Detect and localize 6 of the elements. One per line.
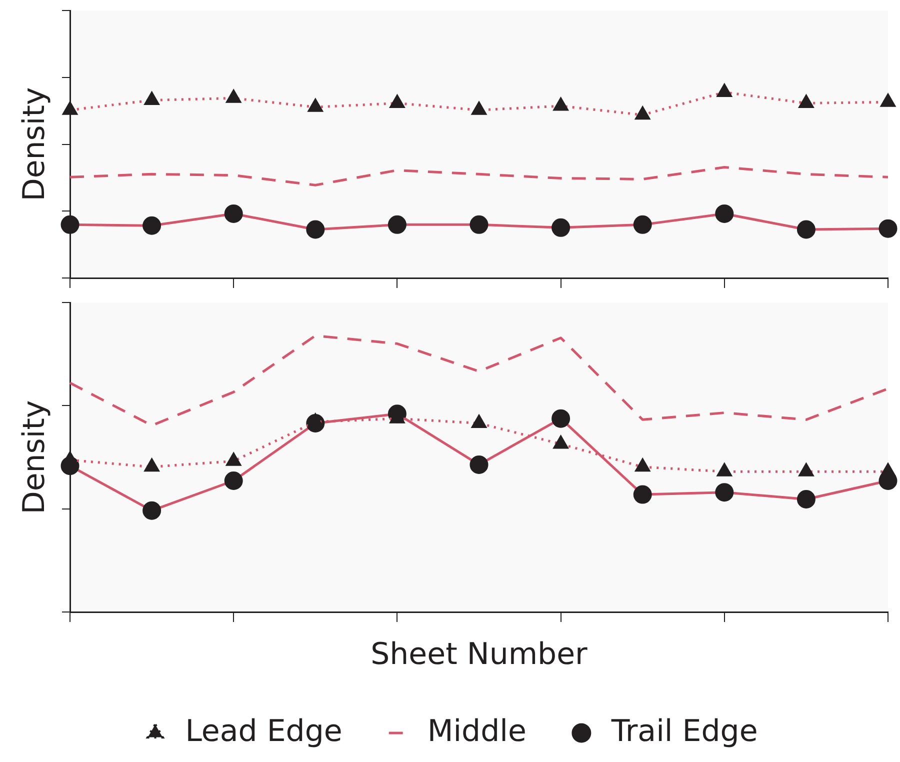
y-axis-title: Density bbox=[16, 87, 52, 202]
legend-label: Trail Edge bbox=[610, 714, 758, 749]
x-axis-title: Sheet Number bbox=[370, 636, 588, 672]
legend-label: Middle bbox=[427, 714, 526, 749]
legend-label: Lead Edge bbox=[185, 714, 342, 749]
y-axis-title: Density bbox=[16, 400, 52, 514]
